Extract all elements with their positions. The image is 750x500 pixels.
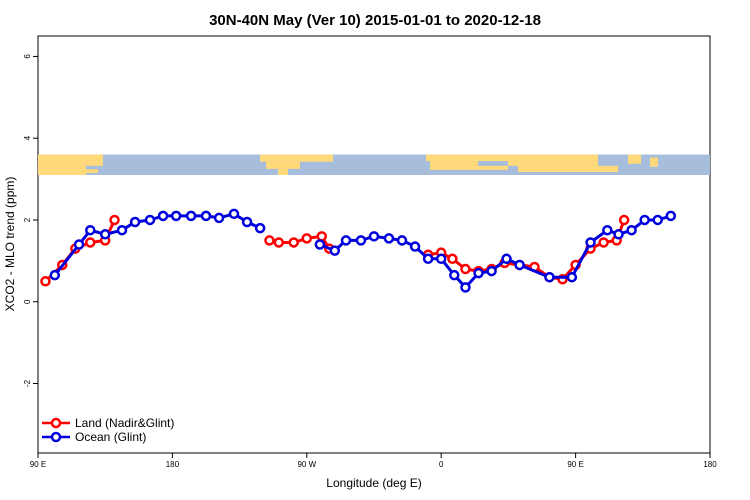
data-point	[514, 259, 525, 271]
data-point	[109, 214, 120, 226]
data-point	[355, 235, 367, 246]
data-point	[383, 233, 395, 244]
data-point	[73, 239, 85, 250]
land-shape	[430, 161, 478, 166]
x-axis: 90 E 180 90 W 0 90 E 180	[30, 453, 717, 469]
data-point	[254, 222, 266, 234]
y-axis: -2 0 2 4 6	[23, 54, 38, 387]
data-point	[368, 231, 380, 242]
data-point	[396, 235, 408, 246]
y-tick-label: 0	[23, 299, 32, 304]
data-point	[626, 224, 637, 236]
data-point	[40, 276, 51, 287]
data-point	[618, 214, 630, 226]
plot-frame	[37, 35, 711, 454]
data-point	[460, 282, 471, 293]
legend-label-land: Land (Nadir&Glint)	[75, 416, 174, 430]
series-ocean	[49, 208, 677, 293]
data-point	[85, 224, 96, 236]
data-point	[501, 253, 512, 265]
data-point	[301, 233, 313, 244]
data-point	[273, 237, 285, 248]
data-point	[213, 212, 225, 224]
series-layer	[40, 208, 677, 293]
data-point	[200, 210, 212, 222]
y-tick-label: -2	[23, 379, 32, 387]
data-point	[409, 241, 421, 252]
land-shape	[266, 161, 300, 169]
land-shape	[518, 165, 618, 172]
legend-marker-land	[50, 417, 62, 429]
data-point	[157, 210, 169, 222]
data-point	[185, 210, 197, 222]
series-line	[319, 214, 672, 289]
data-point	[170, 210, 182, 222]
x-tick-label: 90 E	[30, 460, 46, 469]
data-point	[585, 237, 596, 248]
data-point	[473, 267, 484, 279]
x-tick-label: 90 W	[297, 460, 316, 469]
data-point	[460, 263, 471, 275]
data-point	[116, 224, 128, 236]
data-point	[129, 216, 141, 228]
data-point	[316, 231, 327, 242]
data-point	[264, 235, 275, 246]
x-axis-label: Longitude (deg E)	[326, 476, 421, 490]
plot-area	[37, 35, 711, 454]
land-shape	[430, 165, 508, 170]
data-point	[329, 245, 341, 256]
data-point	[639, 214, 650, 226]
legend-marker-ocean	[50, 431, 62, 443]
land-shape	[260, 154, 333, 162]
data-point	[665, 210, 677, 222]
x-tick-label: 180	[166, 460, 180, 469]
data-point	[340, 235, 352, 246]
data-point	[598, 237, 609, 248]
data-point	[447, 253, 458, 265]
land-shape	[278, 168, 288, 175]
data-point	[422, 253, 434, 265]
x-tick-label: 180	[703, 460, 717, 469]
x-tick-label: 90 E	[567, 460, 583, 469]
y-tick-label: 4	[23, 135, 32, 140]
data-point	[314, 239, 326, 250]
land-shape	[426, 154, 598, 162]
land-map-band	[38, 154, 710, 175]
land-shape	[38, 154, 103, 166]
land-shape	[86, 169, 98, 173]
land-shape	[628, 154, 641, 164]
data-point	[566, 271, 578, 283]
y-tick-label: 6	[23, 54, 32, 59]
data-point	[544, 271, 555, 283]
legend-item-land: Land (Nadir&Glint)	[42, 416, 174, 430]
series-line	[427, 219, 626, 281]
x-tick-label: 0	[439, 460, 444, 469]
data-point	[613, 229, 624, 240]
chart-title: 30N-40N May (Ver 10) 2015-01-01 to 2020-…	[209, 12, 541, 29]
data-point	[288, 237, 299, 248]
land-shape	[650, 157, 658, 167]
data-point	[449, 269, 460, 281]
data-point	[602, 224, 613, 236]
data-point	[228, 208, 240, 220]
data-point	[85, 237, 96, 248]
data-point	[486, 265, 497, 277]
y-tick-label: 2	[23, 217, 32, 222]
y-axis-label: XCO2 - MLO trend (ppm)	[3, 177, 17, 312]
land-shape	[508, 161, 598, 166]
legend-item-ocean: Ocean (Glint)	[42, 430, 146, 444]
legend-label-ocean: Ocean (Glint)	[75, 430, 146, 444]
data-point	[241, 216, 253, 228]
data-point	[435, 253, 447, 265]
legend: Land (Nadir&Glint) Ocean (Glint)	[42, 416, 174, 444]
land-shape	[38, 165, 86, 175]
data-point	[144, 214, 156, 226]
data-point	[49, 269, 61, 281]
data-point	[652, 214, 663, 226]
data-point	[99, 229, 111, 240]
